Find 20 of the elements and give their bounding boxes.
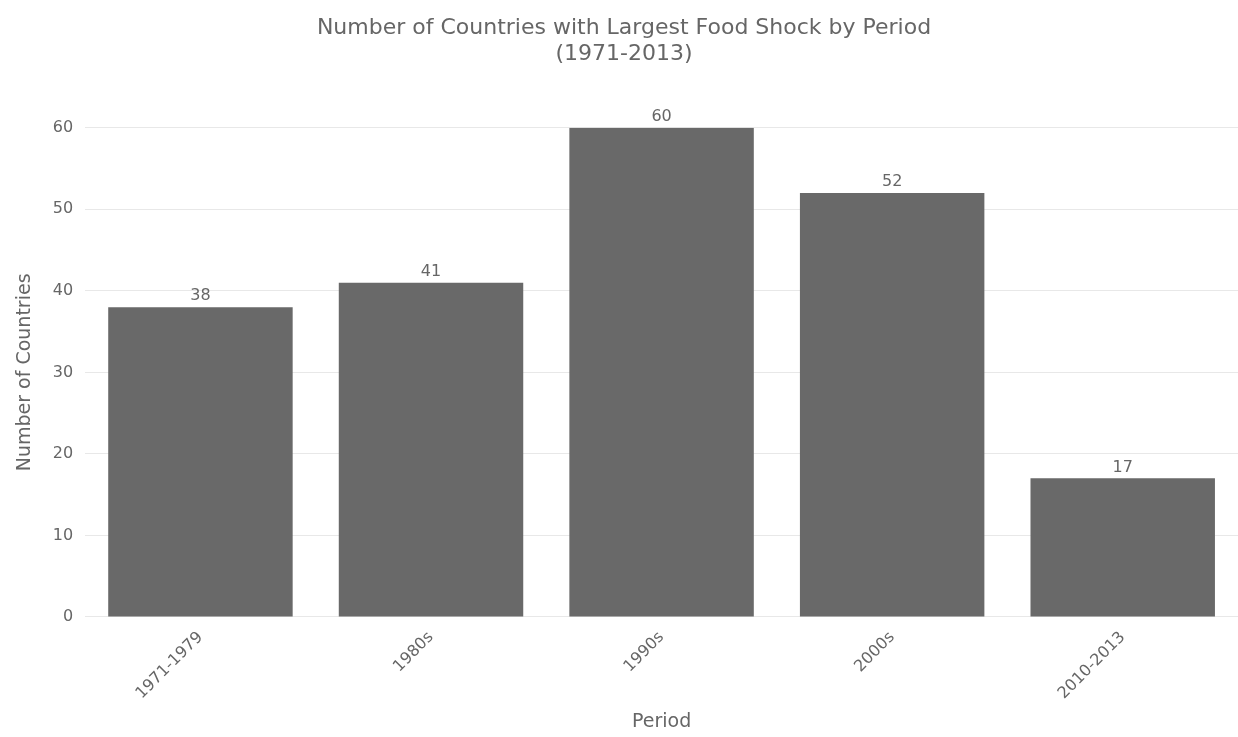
data-label: 17	[1112, 456, 1133, 476]
y-tick-label: 20	[52, 443, 74, 463]
chart-title: Number of Countries with Largest Food Shock by Period (1971-2013)	[316, 13, 932, 66]
data-label: 52	[881, 171, 903, 191]
x-axis-title: Period	[631, 708, 692, 731]
y-tick-label: 0	[62, 606, 74, 626]
y-tick-label: 60	[52, 116, 74, 136]
y-tick-label: 40	[52, 280, 74, 300]
y-tick-label: 50	[52, 198, 74, 218]
bar	[338, 282, 524, 617]
y-tick-label: 30	[52, 361, 74, 381]
bar	[108, 307, 293, 617]
y-axis-title: Number of Countries	[12, 273, 35, 472]
y-tick-label: 10	[52, 524, 74, 544]
bar	[1030, 478, 1215, 617]
data-label: 41	[420, 260, 442, 280]
bar	[569, 127, 754, 617]
data-label: 60	[651, 105, 672, 125]
data-label: 38	[190, 285, 211, 305]
bar	[799, 193, 985, 617]
